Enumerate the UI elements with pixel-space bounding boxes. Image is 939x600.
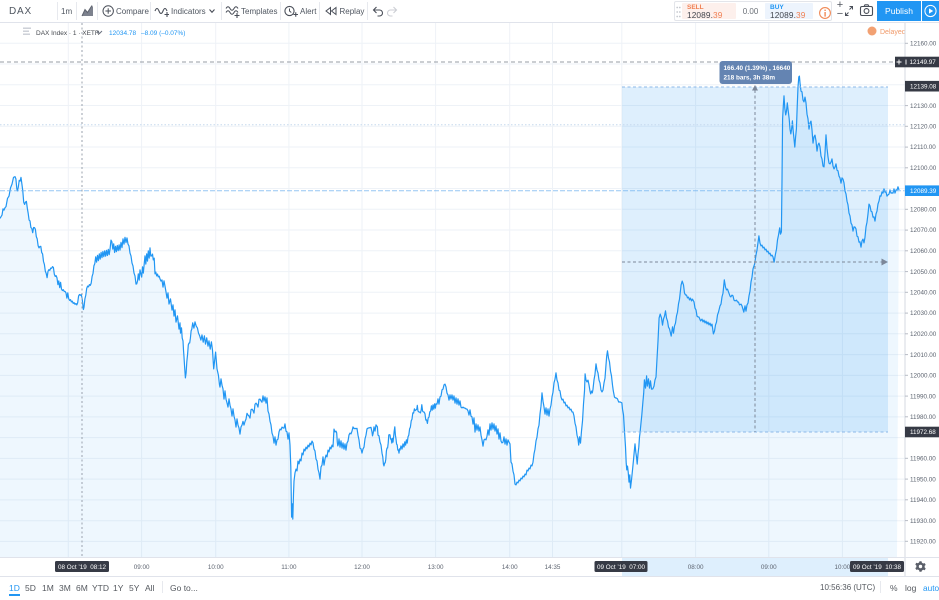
svg-text:11920.00: 11920.00 <box>910 539 936 546</box>
svg-text:08:00: 08:00 <box>688 564 704 571</box>
svg-text:166.40 (1.39%) , 16640: 166.40 (1.39%) , 16640 <box>724 65 791 72</box>
svg-text:12139.08: 12139.08 <box>910 83 937 90</box>
svg-text:11:00: 11:00 <box>281 564 297 571</box>
svg-text:14:35: 14:35 <box>545 564 561 571</box>
svg-text:12149.97: 12149.97 <box>910 59 937 66</box>
svg-text:09:00: 09:00 <box>134 564 150 571</box>
svg-text:12:00: 12:00 <box>354 564 370 571</box>
svg-text:13:00: 13:00 <box>428 564 444 571</box>
svg-text:09:00: 09:00 <box>761 564 777 571</box>
svg-text:11990.00: 11990.00 <box>910 393 936 400</box>
svg-text:11930.00: 11930.00 <box>910 518 936 525</box>
svg-text:12070.00: 12070.00 <box>910 227 937 234</box>
svg-text:12120.00: 12120.00 <box>910 124 937 131</box>
svg-text:12100.00: 12100.00 <box>910 165 937 172</box>
svg-text:12020.00: 12020.00 <box>910 331 937 338</box>
svg-text:12034.78: 12034.78 <box>109 30 136 37</box>
svg-text:Delayed: Delayed <box>880 29 906 36</box>
svg-text:10:00: 10:00 <box>208 564 224 571</box>
svg-text:12050.00: 12050.00 <box>910 269 937 276</box>
svg-text:218 bars, 3h 38m: 218 bars, 3h 38m <box>724 75 776 82</box>
svg-text:12040.00: 12040.00 <box>910 290 937 297</box>
svg-text:11940.00: 11940.00 <box>910 497 936 504</box>
svg-text:12060.00: 12060.00 <box>910 248 937 255</box>
svg-text:12080.00: 12080.00 <box>910 207 937 214</box>
svg-text:09 Oct ’19 07:00: 09 Oct ’19 07:00 <box>597 564 645 571</box>
svg-text:11950.00: 11950.00 <box>910 476 936 483</box>
svg-text:12110.00: 12110.00 <box>910 144 936 151</box>
svg-text:11972.68: 11972.68 <box>910 429 936 436</box>
svg-text:DAX Index · 1 · XETR: DAX Index · 1 · XETR <box>36 30 100 37</box>
svg-text:12130.00: 12130.00 <box>910 103 937 110</box>
svg-text:12030.00: 12030.00 <box>910 310 937 317</box>
svg-text:14:00: 14:00 <box>502 564 518 571</box>
svg-text:08 Oct ’19 08:12: 08 Oct ’19 08:12 <box>58 564 106 571</box>
svg-text:10:00: 10:00 <box>835 564 851 571</box>
svg-text:12010.00: 12010.00 <box>910 352 937 359</box>
svg-text:–8.09 (–0.07%): –8.09 (–0.07%) <box>141 30 185 37</box>
svg-text:09 Oct ’19 10:38: 09 Oct ’19 10:38 <box>853 564 901 571</box>
svg-text:12000.00: 12000.00 <box>910 373 937 380</box>
svg-text:12160.00: 12160.00 <box>910 41 937 48</box>
svg-text:11980.00: 11980.00 <box>910 414 936 421</box>
svg-text:12089.39: 12089.39 <box>910 188 937 195</box>
svg-text:11960.00: 11960.00 <box>910 456 936 463</box>
